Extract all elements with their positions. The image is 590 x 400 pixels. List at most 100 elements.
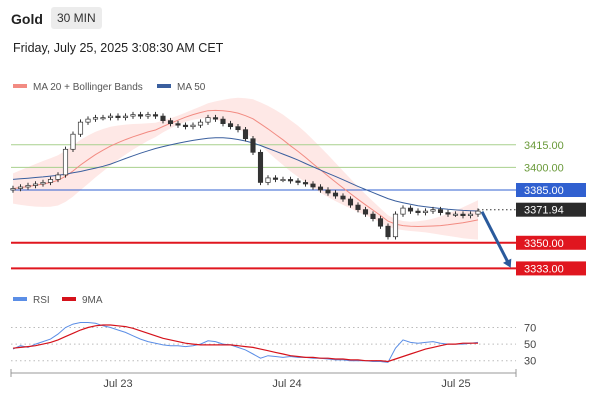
candle (130, 114, 136, 117)
level-label: 3350.00 (524, 238, 564, 250)
candle (430, 209, 436, 212)
candle (265, 177, 271, 183)
candle (175, 123, 181, 126)
candle (197, 121, 204, 126)
candle (70, 133, 76, 150)
candle (310, 183, 316, 188)
level-label: 3400.00 (524, 162, 564, 174)
rsi-level-label: 30 (524, 356, 536, 368)
candle (77, 121, 84, 135)
x-tick-label: Jul 24 (272, 378, 301, 390)
candle (242, 129, 249, 140)
legend-label: RSI (33, 295, 50, 306)
candle (460, 213, 466, 216)
current-price-tag (516, 202, 586, 217)
candle (85, 118, 91, 123)
candle (437, 209, 444, 213)
level-tag (516, 261, 586, 276)
level-label: 3385.00 (524, 185, 564, 197)
candle (25, 185, 31, 188)
candle (407, 207, 414, 212)
candle (355, 204, 361, 210)
legend-swatch (13, 297, 27, 301)
candle (272, 177, 279, 180)
candle (475, 210, 481, 215)
timeframe-button[interactable]: 30 MIN (51, 7, 102, 29)
candle (392, 213, 399, 238)
candle (257, 151, 264, 183)
candle (415, 210, 421, 213)
bollinger-band (13, 97, 478, 240)
legend-label: MA 20 + Bollinger Bands (33, 82, 143, 93)
candle (145, 114, 151, 117)
level-tag (516, 235, 586, 250)
x-tick-label: Jul 25 (441, 378, 470, 390)
candle (152, 114, 159, 117)
candle (115, 115, 121, 118)
candle (340, 195, 346, 200)
candle (137, 114, 144, 117)
level-label: 3333.00 (524, 263, 564, 275)
candle (325, 189, 331, 194)
candle (467, 213, 474, 216)
candle (445, 212, 451, 215)
candle (160, 115, 166, 121)
instrument-title: Gold (11, 11, 43, 27)
legend-label: 9MA (82, 295, 103, 306)
rsi-line (12, 322, 479, 363)
rsi-ma-line (12, 324, 478, 363)
candle (332, 192, 339, 197)
candle (227, 123, 234, 128)
candle (400, 207, 406, 215)
level-label: 3415.00 (524, 140, 564, 152)
candle (295, 180, 301, 183)
candle (370, 213, 376, 220)
candle (212, 117, 219, 120)
main-legend: MA 20 + Bollinger Bands MA 50 (13, 82, 206, 93)
candle (182, 124, 189, 128)
rsi-level-label: 70 (524, 322, 536, 334)
candle (100, 117, 106, 120)
candle (287, 179, 294, 182)
candle (385, 225, 391, 238)
candle (17, 186, 24, 189)
candle (55, 174, 61, 180)
rsi-level-label: 50 (524, 339, 536, 351)
candle (167, 120, 174, 125)
candle (47, 179, 54, 183)
legend-swatch (157, 84, 171, 88)
candle (362, 209, 369, 215)
ma20-line (12, 109, 479, 228)
forecast-arrowhead (503, 258, 512, 268)
legend-swatch (62, 297, 76, 301)
candle (377, 218, 384, 227)
top-bar: Gold 30 MIN (0, 0, 590, 36)
candle (32, 183, 39, 186)
candle (40, 182, 46, 185)
timestamp: Friday, July 25, 2025 3:08:30 AM CET (13, 41, 224, 55)
candle (250, 138, 256, 153)
legend-swatch (13, 84, 27, 88)
candle (302, 182, 309, 185)
candle (347, 198, 354, 206)
current-price-label: 3371.94 (524, 205, 564, 217)
candle (317, 186, 324, 191)
candle (122, 115, 129, 118)
candle (220, 118, 226, 125)
rsi-legend: RSI 9MA (13, 295, 103, 306)
x-tick-label: Jul 23 (103, 378, 132, 390)
legend-label: MA 50 (177, 82, 206, 93)
candle (92, 117, 99, 120)
candle (280, 179, 286, 181)
candle (62, 148, 69, 176)
candle (190, 124, 196, 128)
candle (452, 213, 459, 216)
candle (205, 117, 211, 123)
candle (422, 210, 429, 213)
forecast-arrow (480, 211, 510, 264)
candle (10, 188, 16, 191)
candle (107, 115, 114, 118)
candle (235, 126, 241, 131)
candles (10, 111, 481, 240)
